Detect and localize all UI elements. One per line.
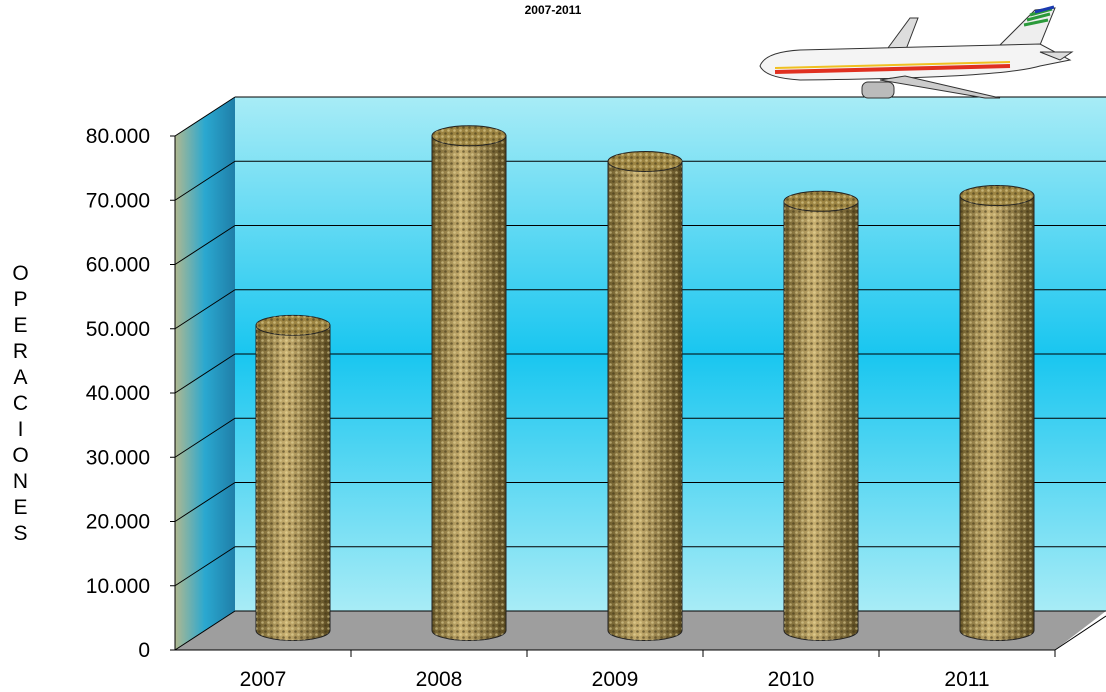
x-tick-label: 2010 [768,668,815,691]
x-tick-label: 2007 [240,668,287,691]
bar [255,314,331,641]
grid-line [174,96,236,137]
bar-texture [608,161,682,641]
grid-line [174,225,236,265]
y-tick-label: 70.000 [86,189,150,212]
y-axis-title: OPERACIONES [9,262,32,548]
bar [431,125,507,641]
bar [607,150,683,641]
bar-top-texture [608,151,682,172]
bar-top-texture [960,185,1034,206]
grid-line [174,482,236,522]
bar-texture [960,195,1034,641]
y-tick-label: 50.000 [86,318,150,341]
x-tick-label: 2011 [944,668,989,691]
grid-line [174,610,236,651]
chart-title: 2007-2011 [525,3,582,17]
grid-line [174,160,236,201]
bar-texture [256,325,330,641]
bar [959,185,1035,641]
bar-top-texture [432,125,506,146]
x-tick-label: 2009 [592,668,639,691]
bar-top-texture [784,191,858,212]
grid-line [174,546,236,587]
grid-line [174,289,236,330]
grid-line [174,417,236,458]
y-tick-label: 10.000 [86,575,150,598]
x-tick-label: 2008 [416,668,463,691]
bar [783,190,859,641]
airplane [759,5,1074,99]
bar-top-texture [256,315,330,336]
bar-texture [432,135,506,641]
y-tick-label: 0 [138,639,150,662]
y-tick-label: 40.000 [86,382,150,405]
y-tick-label: 80.000 [86,125,150,148]
y-tick-label: 60.000 [86,254,150,277]
x-axis-depth [1054,615,1106,651]
grid-line [174,353,236,394]
y-tick-label: 20.000 [86,511,150,534]
bar-texture [784,201,858,641]
y-tick-label: 30.000 [86,446,150,469]
